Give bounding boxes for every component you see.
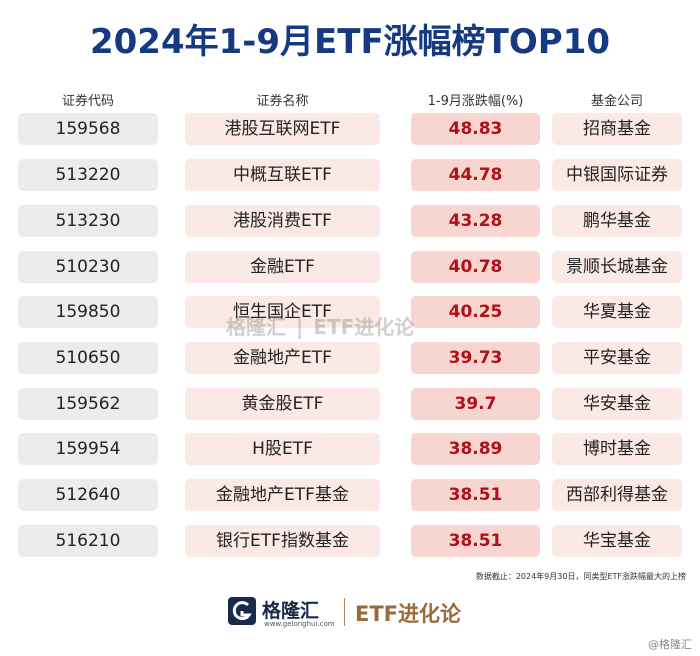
table-row: 159568 港股互联网ETF 48.83 招商基金 <box>0 113 700 145</box>
pct-cell: 38.51 <box>411 525 540 557</box>
code-cell: 513230 <box>18 205 158 237</box>
name-cell: 金融ETF <box>185 251 380 283</box>
name-cell: 港股消费ETF <box>185 205 380 237</box>
name-cell: 金融地产ETF基金 <box>185 479 380 511</box>
code-cell: 516210 <box>18 525 158 557</box>
company-cell: 西部利得基金 <box>552 479 682 511</box>
company-cell: 华安基金 <box>552 388 682 420</box>
name-cell: 银行ETF指数基金 <box>185 525 380 557</box>
table-row: 159562 黄金股ETF 39.7 华安基金 <box>0 388 700 420</box>
footer: 格隆汇 www.gelonghui.com ETF进化论 <box>0 592 700 632</box>
pct-cell: 40.78 <box>411 251 540 283</box>
name-cell: 黄金股ETF <box>185 388 380 420</box>
footer-logo-url: www.gelonghui.com <box>264 620 335 628</box>
table-row: 159850 恒生国企ETF 40.25 华夏基金 <box>0 296 700 328</box>
name-cell: 中概互联ETF <box>185 159 380 191</box>
pct-cell: 38.89 <box>411 433 540 465</box>
header-company: 基金公司 <box>590 94 643 109</box>
pct-cell: 39.73 <box>411 342 540 374</box>
table-row: 513220 中概互联ETF 44.78 中银国际证券 <box>0 159 700 191</box>
name-cell: 港股互联网ETF <box>185 113 380 145</box>
pct-cell: 38.51 <box>411 479 540 511</box>
company-cell: 博时基金 <box>552 433 682 465</box>
pct-cell: 48.83 <box>411 113 540 145</box>
company-cell: 鹏华基金 <box>552 205 682 237</box>
pct-cell: 40.25 <box>411 296 540 328</box>
code-cell: 510230 <box>18 251 158 283</box>
code-cell: 513220 <box>18 159 158 191</box>
corner-watermark: @格隆汇 <box>648 638 692 651</box>
table-row: 512640 金融地产ETF基金 38.51 西部利得基金 <box>0 479 700 511</box>
name-cell: 金融地产ETF <box>185 342 380 374</box>
footer-logo-text: 格隆汇 <box>262 600 320 622</box>
footer-divider <box>344 598 345 626</box>
table-row: 516210 银行ETF指数基金 38.51 华宝基金 <box>0 525 700 557</box>
company-cell: 招商基金 <box>552 113 682 145</box>
company-cell: 华宝基金 <box>552 525 682 557</box>
company-cell: 景顺长城基金 <box>552 251 682 283</box>
page-title: 2024年1-9月ETF涨幅榜TOP10 <box>89 22 611 62</box>
header-code: 证券代码 <box>61 94 114 109</box>
name-cell: 恒生国企ETF <box>185 296 380 328</box>
pct-cell: 44.78 <box>411 159 540 191</box>
footer-brand: ETF进化论 <box>355 602 462 626</box>
table-row: 513230 港股消费ETF 43.28 鹏华基金 <box>0 205 700 237</box>
code-cell: 159562 <box>18 388 158 420</box>
table-row: 159954 H股ETF 38.89 博时基金 <box>0 433 700 465</box>
code-cell: 512640 <box>18 479 158 511</box>
code-cell: 510650 <box>18 342 158 374</box>
name-cell: H股ETF <box>185 433 380 465</box>
header-name: 证券名称 <box>256 94 309 109</box>
table-row: 510650 金融地产ETF 39.73 平安基金 <box>0 342 700 374</box>
pct-cell: 43.28 <box>411 205 540 237</box>
code-cell: 159568 <box>18 113 158 145</box>
code-cell: 159954 <box>18 433 158 465</box>
company-cell: 华夏基金 <box>552 296 682 328</box>
code-cell: 159850 <box>18 296 158 328</box>
pct-cell: 39.7 <box>411 388 540 420</box>
table-row: 510230 金融ETF 40.78 景顺长城基金 <box>0 251 700 283</box>
company-cell: 中银国际证券 <box>552 159 682 191</box>
header-pct: 1-9月涨跌幅(%) <box>427 94 524 109</box>
data-note: 数据截止：2024年9月30日，同类型ETF涨跌幅最大的上榜 <box>475 572 686 581</box>
company-cell: 平安基金 <box>552 342 682 374</box>
gelonghui-logo-icon <box>228 597 256 625</box>
